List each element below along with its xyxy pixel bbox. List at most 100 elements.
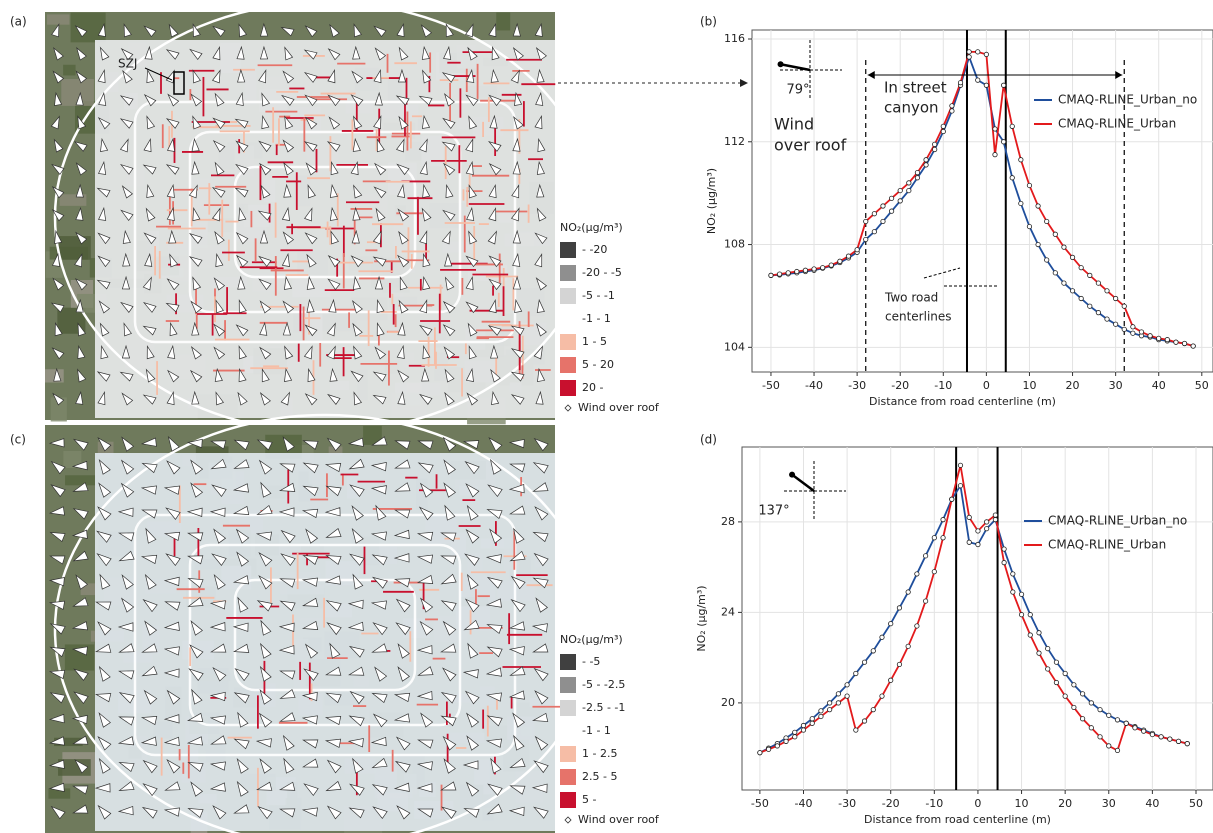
data-point [992,126,998,132]
wind-arrow [282,139,295,153]
data-point [879,634,885,640]
data-point [906,180,912,186]
wind-arrow [464,461,480,475]
wind-arrow [465,160,474,176]
data-point [861,718,868,724]
wind-arrow [279,781,296,791]
x-tick-label: -30 [838,797,856,810]
data-point [880,218,886,225]
wind-arrow [259,392,271,406]
data-point [1027,612,1033,618]
data-point [888,208,895,214]
wind-arrow [465,255,479,268]
wind-arrow [48,438,65,448]
wind-arrow [465,301,479,314]
wind-arrow [508,483,525,494]
wind-arrow [491,390,500,405]
wind-arrow [214,92,225,107]
wind-arrow [490,344,499,359]
wind-arrow [232,575,250,585]
wind-arrow [398,299,409,314]
data-point [1132,725,1138,731]
wind-arrow [235,163,249,175]
wind-arrow [97,506,112,521]
wind-arrow [533,806,549,819]
wind-arrow [188,184,198,199]
wind-arrow [164,601,181,611]
wind-arrow [375,207,386,222]
wind-arrow [121,344,131,359]
wind-arrow [440,781,457,791]
data-point [1052,270,1058,276]
wind-arrow [508,806,525,817]
wind-arrow [329,183,338,198]
wind-arrow [232,622,249,632]
wind-vector [780,63,811,72]
data-point [992,152,998,158]
wind-arrow [165,118,180,129]
wind-arrow [352,322,363,337]
model-domain [95,453,555,831]
legend-wind-icon [564,404,572,412]
data-point [1106,743,1112,749]
wind-arrow [71,621,89,631]
data-point [1190,343,1196,349]
wind-head [777,61,784,68]
data-point [802,267,809,273]
wind-arrow [302,485,319,497]
wind-arrow [51,163,65,175]
data-point [1078,295,1084,302]
data-point [871,211,877,217]
wind-arrow [191,321,200,336]
wind-arrow [72,804,89,814]
legend-swatch [560,242,576,258]
wind-arrow [121,275,131,290]
wind-arrow [191,160,200,175]
data-point [1018,591,1025,597]
data-point [1087,303,1093,309]
data-point [975,77,981,83]
wind-arrow [304,25,318,38]
wind-arrow [236,780,249,797]
wind-arrow [192,23,201,38]
wind-arrow [371,554,388,566]
wind-arrow [75,231,88,245]
wind-arrow [465,781,480,797]
x-tick-label: -10 [925,797,943,810]
wind-arrow [485,667,502,677]
wind-arrow [186,736,203,746]
wind-arrow [304,94,318,107]
wind-arrow [281,94,295,106]
data-point [1001,560,1007,566]
wind-arrow [163,531,181,542]
x-tick-label: 30 [1102,797,1116,810]
wind-arrow [441,72,456,83]
wind-arrow [141,643,158,653]
wind-arrow [282,436,295,452]
wind-arrow [146,183,155,199]
wind-arrow [509,463,526,473]
wind-arrow [71,646,88,656]
wind-arrow [97,22,106,37]
wind-arrow [50,805,66,820]
wind-arrow [192,69,201,84]
wind-arrow [238,23,248,38]
annotation: In street [884,79,947,97]
wind-arrow [416,761,433,771]
wind-arrow [536,298,545,313]
wind-arrow [488,278,502,291]
wind-arrow [214,367,223,382]
wind-arrow [190,482,204,498]
wind-arrow [259,689,272,705]
wind-arrow [72,597,89,607]
wind-arrow [394,482,411,492]
wind-arrow [374,275,384,290]
wind-arrow [510,325,525,336]
wind-arrow [306,275,315,290]
wind-arrow [422,275,431,291]
wind-arrow [304,324,318,337]
wind-arrow [121,574,134,590]
wind-arrow [537,137,546,153]
wind-arrow [73,668,89,681]
wind-arrow [534,735,549,751]
